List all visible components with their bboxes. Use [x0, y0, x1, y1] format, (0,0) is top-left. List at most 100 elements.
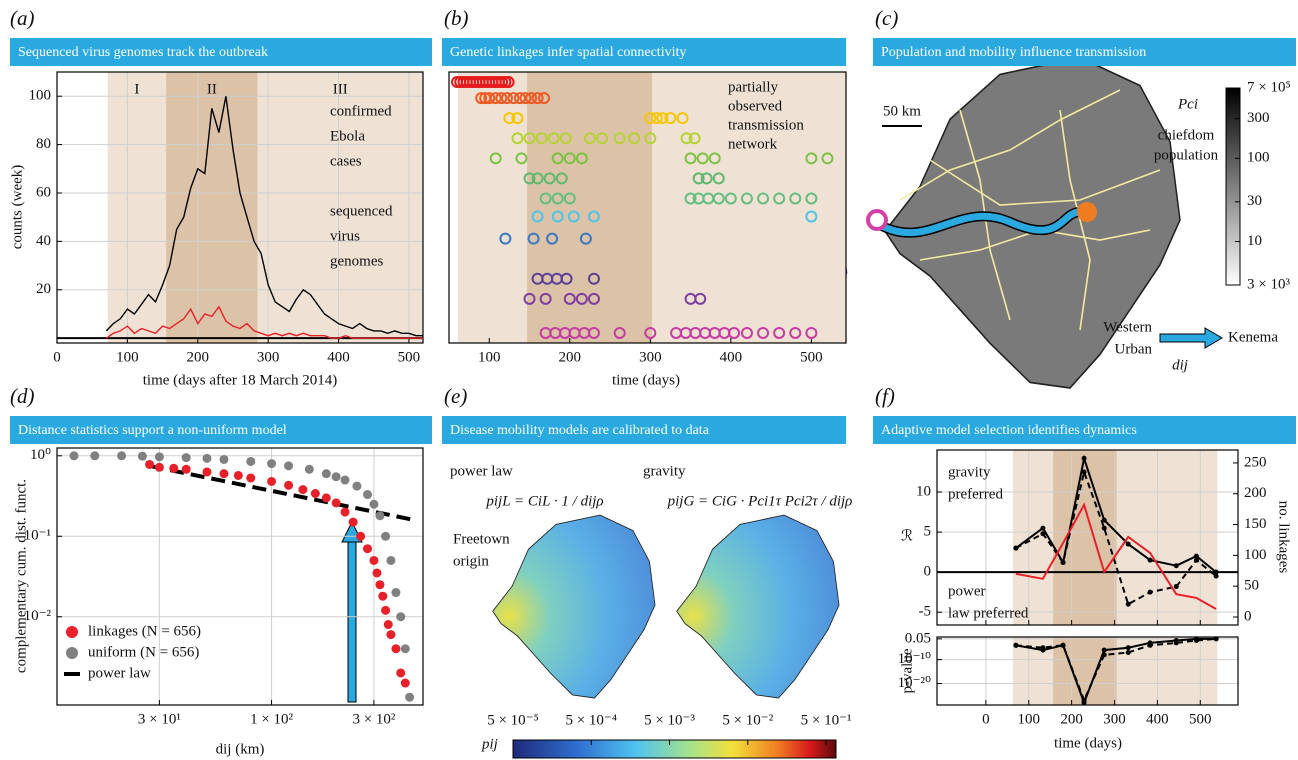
data-point	[1126, 542, 1131, 547]
y-tick-label: 10⁰	[30, 447, 51, 463]
data-point	[1174, 640, 1179, 645]
annotation: cases	[330, 153, 362, 169]
formula: pijG = CiG · Pci1τ Pci2τ / dijρ	[667, 493, 853, 509]
data-point	[267, 477, 276, 486]
x-tick-label: 3 × 10¹	[138, 711, 181, 727]
annotation: Urban	[1115, 341, 1153, 357]
colorbar-tick-label: 100	[1247, 150, 1270, 166]
x-tick-label: 0	[53, 349, 61, 365]
annotation: Western	[1103, 319, 1152, 335]
data-point	[369, 556, 378, 565]
phase-label: I	[134, 81, 139, 97]
data-point	[378, 592, 387, 601]
data-point	[391, 588, 400, 597]
phase-label: III	[333, 81, 348, 97]
data-point	[401, 679, 410, 688]
x-tick-label: 100	[116, 349, 139, 365]
data-point	[219, 455, 228, 464]
data-point	[1126, 650, 1131, 655]
data-point	[384, 620, 393, 629]
data-point	[322, 469, 331, 478]
x-axis-label: dij (km)	[216, 741, 265, 757]
y2-tick-label: 200	[1244, 485, 1267, 501]
colorbar-tick-label: 7 × 10⁵	[1247, 79, 1291, 95]
data-point	[332, 472, 341, 481]
legend-label: linkages (N = 656)	[88, 623, 201, 639]
x-tick-label: 0	[982, 711, 990, 727]
map-title: gravity	[643, 463, 686, 479]
data-point	[349, 518, 358, 527]
page: {"chart_data": [ {"type": "line", "panel…	[0, 0, 1298, 760]
data-point	[401, 644, 410, 653]
x-tick-label: 400	[1146, 711, 1169, 727]
x-axis-label: time (days)	[612, 372, 680, 388]
gravity-map	[677, 515, 839, 698]
x-tick-label: 300	[1103, 711, 1126, 727]
data-point	[202, 454, 211, 463]
data-point	[1040, 645, 1045, 650]
data-point	[356, 532, 365, 541]
data-point	[381, 606, 390, 615]
data-point	[363, 544, 372, 553]
y-axis-label: complementary cum. dist. funct.	[13, 479, 29, 673]
data-point	[381, 532, 390, 541]
distance-arrow	[1160, 328, 1222, 348]
population-map	[885, 58, 1180, 388]
data-point	[1214, 574, 1219, 579]
legend-swatch	[66, 647, 78, 659]
data-point	[219, 469, 228, 478]
x-tick-label: 500	[800, 349, 823, 365]
panel-title: Sequenced virus genomes track the outbre…	[18, 45, 268, 60]
colorbar-tick-label: 5 × 10⁻³	[644, 712, 695, 728]
y-tick-label: 0.05	[905, 630, 931, 646]
destination-label: Kenema	[1228, 329, 1278, 345]
data-point	[322, 493, 331, 502]
data-point	[386, 630, 395, 639]
data-point	[305, 465, 314, 474]
data-point	[386, 556, 395, 565]
annotation: virus	[330, 228, 360, 244]
map-title: power law	[450, 463, 513, 479]
data-point	[1102, 648, 1107, 653]
y2-tick-label: 50	[1244, 578, 1259, 594]
panel-title: Distance statistics support a non-unifor…	[18, 423, 287, 438]
y2-tick-label: 250	[1244, 454, 1267, 470]
y-axis-label: p-value	[899, 648, 915, 693]
panel-label: (a)	[10, 6, 35, 30]
x-tick-label: 200	[187, 349, 210, 365]
data-point	[169, 464, 178, 473]
data-point	[1174, 563, 1179, 568]
annotation: network	[728, 136, 778, 152]
y2-tick-label: 100	[1244, 547, 1267, 563]
annotation: power	[948, 583, 986, 599]
data-point	[341, 476, 350, 485]
phase-label: II	[207, 81, 217, 97]
data-point	[155, 463, 164, 472]
y-tick-label: 10	[916, 483, 931, 499]
data-point	[298, 485, 307, 494]
scale-bar-label: 50 km	[883, 103, 921, 119]
data-point	[234, 471, 243, 480]
y2-tick-label: 150	[1244, 516, 1267, 532]
data-point	[341, 508, 350, 517]
annotation: transmission	[728, 117, 804, 133]
panel-label: (c)	[875, 6, 898, 30]
panel-title: Population and mobility influence transm…	[881, 45, 1146, 60]
data-point	[311, 489, 320, 498]
y-tick-label: 100	[29, 88, 52, 104]
annotation: Ebola	[330, 128, 365, 144]
annotation: partially	[728, 79, 778, 95]
data-point	[246, 473, 255, 482]
data-point	[372, 568, 381, 577]
panel-title: Adaptive model selection identifies dyna…	[881, 423, 1137, 438]
colorbar-tick-label: 30	[1247, 193, 1262, 209]
x-tick-label: 1 × 10²	[250, 711, 293, 727]
legend-label: uniform (N = 656)	[88, 644, 199, 660]
annotation: population	[1154, 147, 1219, 163]
data-point	[1148, 643, 1153, 648]
x-tick-label: 300	[257, 349, 280, 365]
data-point	[267, 459, 276, 468]
y-tick-label: 0	[924, 564, 932, 580]
x-axis-label: time (days)	[1054, 735, 1122, 751]
colorbar-tick-label: 5 × 10⁻⁵	[487, 712, 539, 728]
